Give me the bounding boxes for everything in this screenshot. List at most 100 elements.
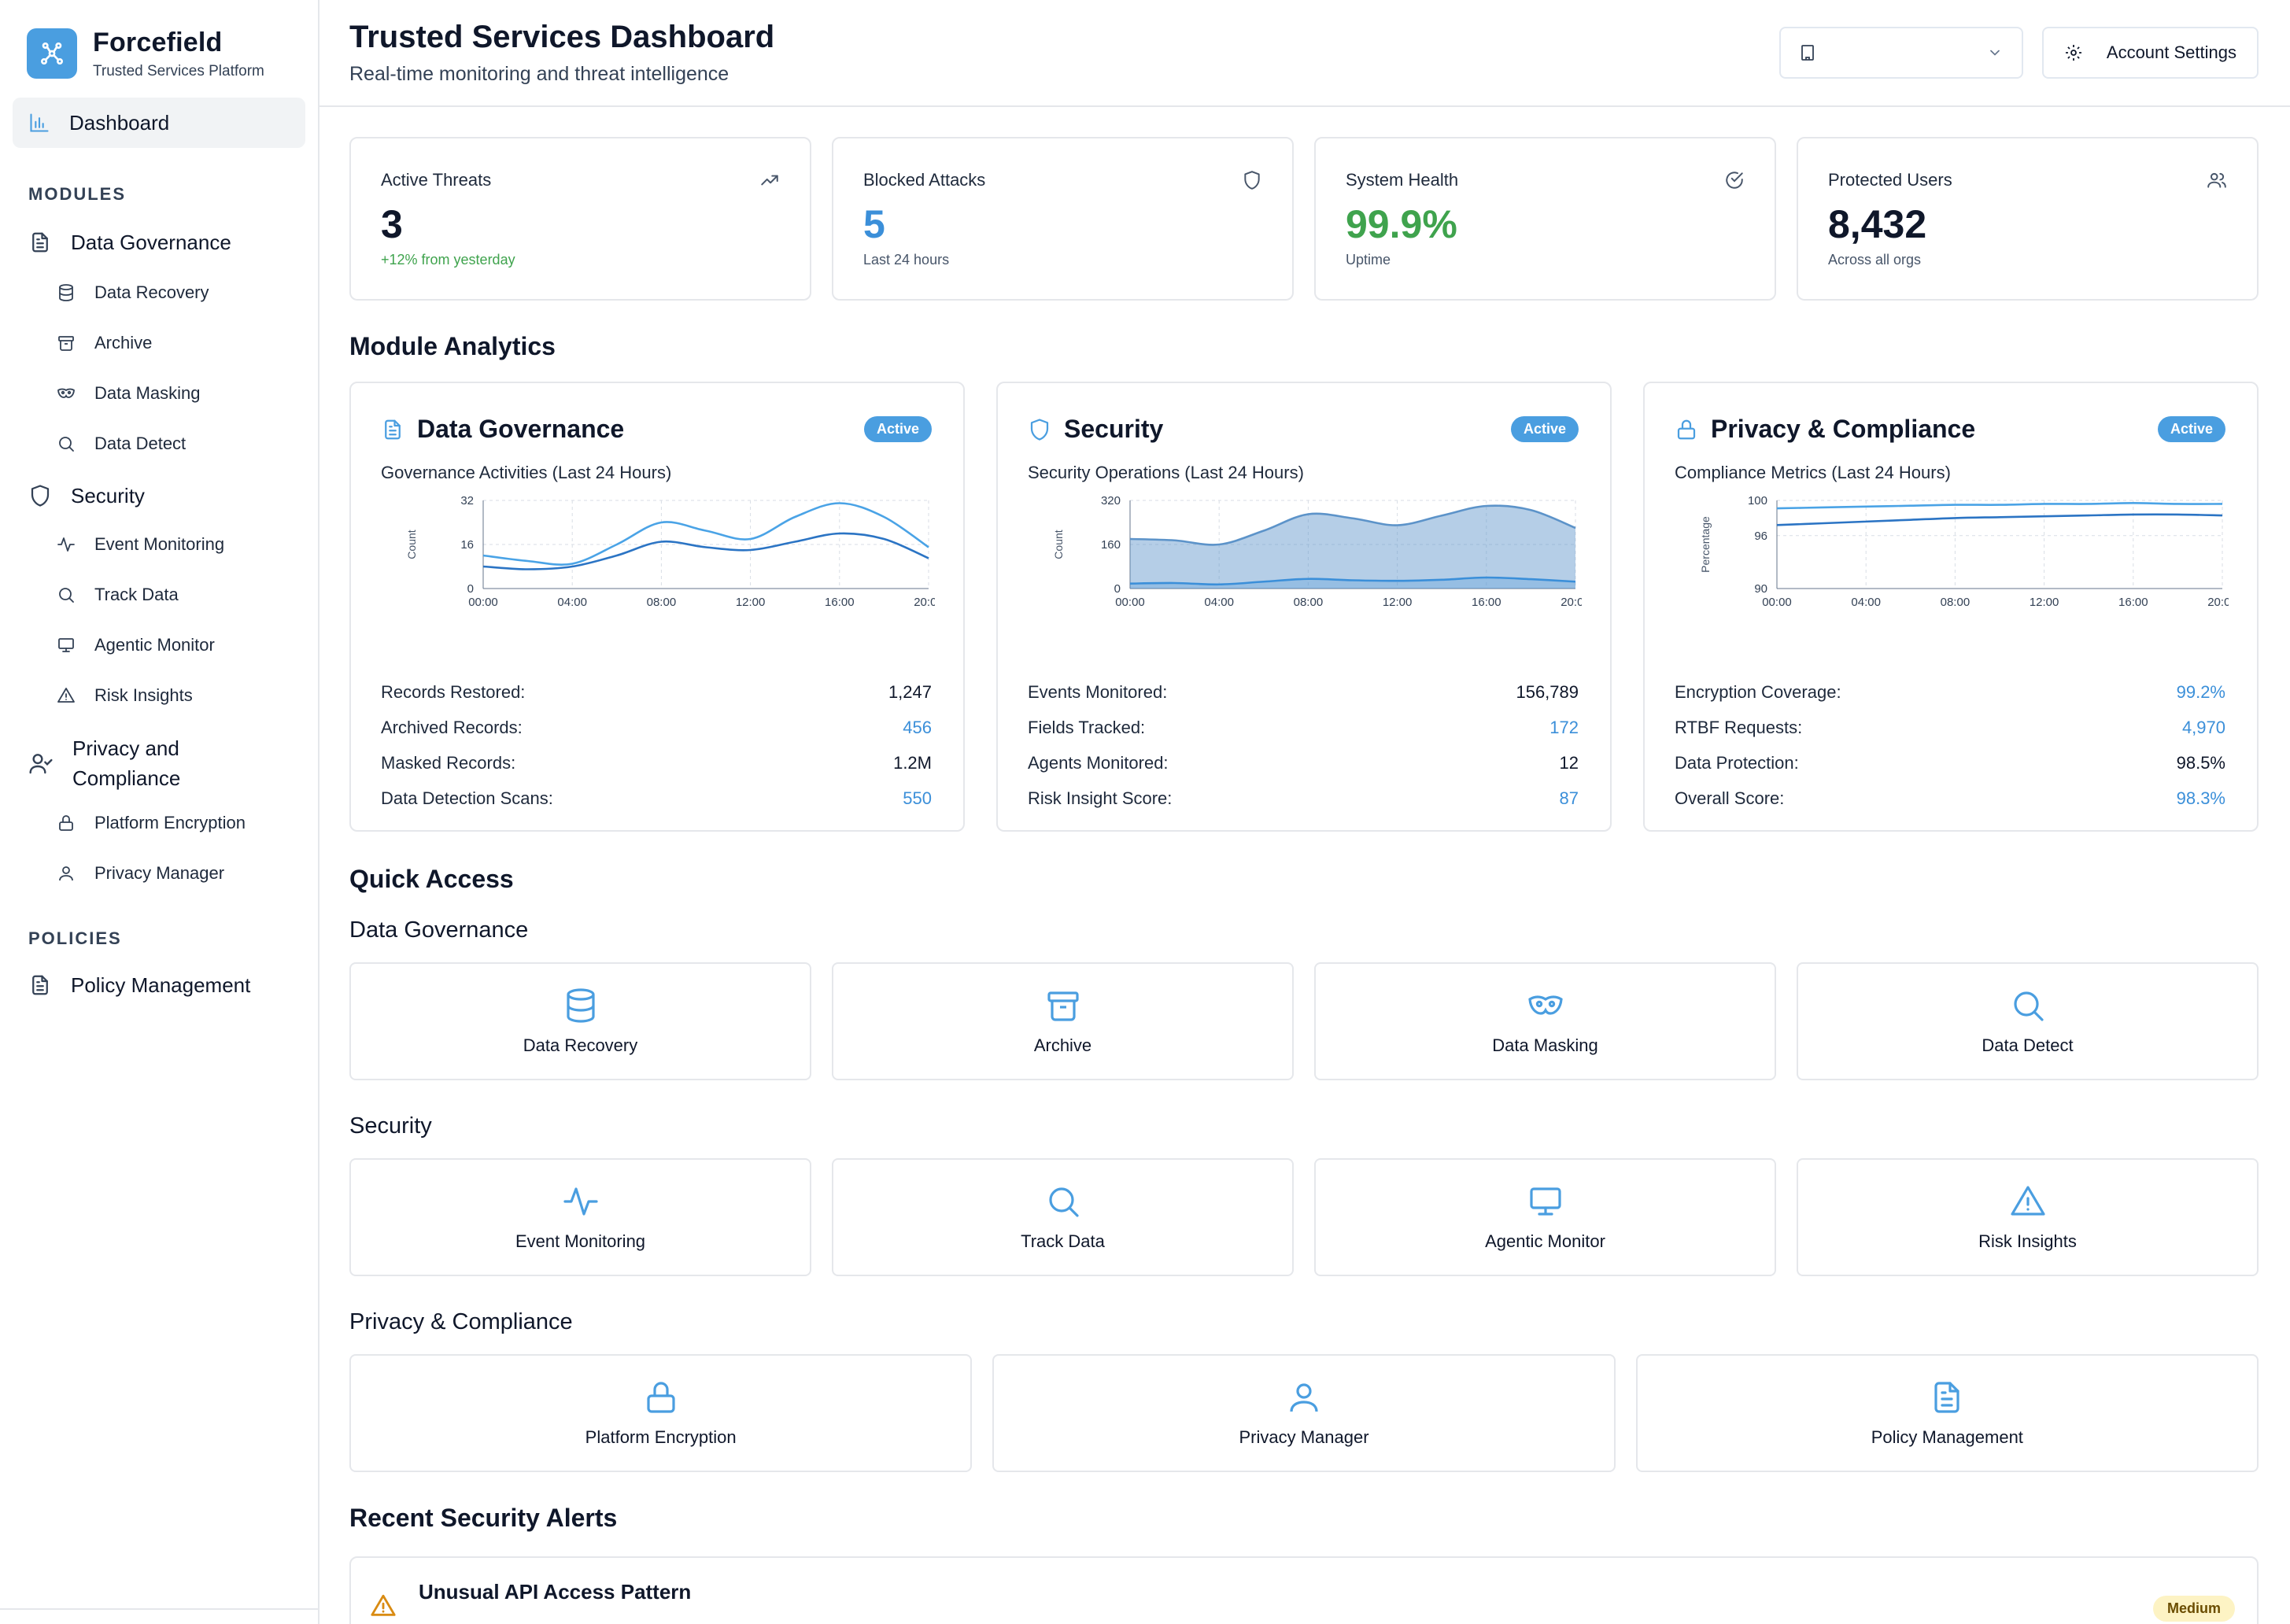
sidebar-group-privacy-compliance[interactable]: Privacy and Compliance bbox=[0, 732, 318, 795]
sidebar-item-label: Agentic Monitor bbox=[94, 635, 215, 655]
alerts-title: Recent Security Alerts bbox=[349, 1504, 618, 1532]
archive-icon bbox=[58, 336, 74, 351]
sidebar-item-event-monitoring[interactable]: Event Monitoring bbox=[0, 519, 318, 570]
account-settings-label: Account Settings bbox=[2106, 42, 2236, 62]
metric-label: Archived Records: bbox=[381, 717, 523, 737]
y-axis-label: Count bbox=[405, 530, 418, 559]
stat-card-system-health: System Health 99.9% Uptime bbox=[1314, 137, 1776, 301]
chart-title: Security Operations (Last 24 Hours) bbox=[1028, 463, 1304, 482]
stat-label: System Health bbox=[1346, 170, 1459, 190]
governance-chart: Count 0 16 32 00:00 04:00 08:00 12:00 16:00 20:00 bbox=[405, 494, 944, 609]
metric-value: 1.2M bbox=[893, 752, 932, 773]
stat-value: 3 bbox=[381, 202, 403, 246]
x-tick-label: 04:00 bbox=[1851, 596, 1881, 609]
stat-note: Across all orgs bbox=[1828, 252, 1922, 268]
quick-access-policy-management[interactable]: Policy Management bbox=[1635, 1354, 2259, 1472]
quick-access-event-monitoring[interactable]: Event Monitoring bbox=[349, 1158, 811, 1276]
metric-row: RTBF Requests: 4,970 bbox=[1675, 710, 2225, 745]
brand-name: Forcefield bbox=[93, 27, 223, 57]
metric-row: Fields Tracked: 172 bbox=[1028, 710, 1579, 745]
metric-label: Overall Score: bbox=[1675, 788, 1785, 808]
sidebar-item-privacy-manager[interactable]: Privacy Manager bbox=[0, 848, 318, 899]
document-icon bbox=[32, 232, 48, 253]
shield-icon bbox=[1244, 171, 1260, 190]
quick-access-data-masking[interactable]: Data Masking bbox=[1314, 962, 1776, 1080]
search-icon bbox=[59, 437, 74, 452]
forcefield-logo-icon bbox=[27, 28, 77, 79]
x-tick-label: 08:00 bbox=[1294, 596, 1324, 609]
sidebar-item-data-detect[interactable]: Data Detect bbox=[0, 419, 318, 469]
sidebar-group-data-governance[interactable]: Data Governance bbox=[0, 223, 318, 261]
sidebar-item-track-data[interactable]: Track Data bbox=[0, 570, 318, 620]
quick-access-track-data[interactable]: Track Data bbox=[832, 1158, 1294, 1276]
metric-value: 156,789 bbox=[1516, 681, 1579, 702]
sidebar-item-dashboard[interactable]: Dashboard bbox=[13, 98, 305, 148]
quick-access-archive[interactable]: Archive bbox=[832, 962, 1294, 1080]
series-line bbox=[1129, 576, 1576, 586]
metric-label: Masked Records: bbox=[381, 752, 516, 773]
database-icon bbox=[566, 988, 595, 1023]
quick-access-grid: Data Recovery Archive Data Masking Data … bbox=[349, 962, 2259, 1080]
metrics-list: Encryption Coverage: 99.2% RTBF Requests:… bbox=[1675, 674, 2225, 816]
x-tick-label: 08:00 bbox=[1941, 596, 1971, 609]
stat-label: Active Threats bbox=[381, 170, 492, 190]
metric-label: Encryption Coverage: bbox=[1675, 681, 1841, 702]
quick-access-data-detect[interactable]: Data Detect bbox=[1797, 962, 2259, 1080]
y-tick-label: 0 bbox=[1114, 582, 1121, 596]
quick-access-label: Data Detect bbox=[1982, 1035, 2074, 1055]
quick-access-privacy-manager[interactable]: Privacy Manager bbox=[992, 1354, 1616, 1472]
y-axis-label: Count bbox=[1052, 530, 1065, 559]
module-title: Security bbox=[1064, 415, 1164, 443]
document-icon bbox=[1934, 1382, 1959, 1413]
lock-icon bbox=[59, 815, 73, 831]
chart-container: Count 0 160 320 00:00 04:00 08:00 12:00 16:00 20:… bbox=[1028, 494, 1590, 628]
quick-access-title: Quick Access bbox=[349, 865, 514, 893]
quick-access-label: Data Recovery bbox=[523, 1035, 638, 1055]
quick-access-label: Track Data bbox=[1021, 1231, 1105, 1251]
metric-label: Events Monitored: bbox=[1028, 681, 1168, 702]
brand-subtitle: Trusted Services Platform bbox=[93, 62, 264, 79]
search-icon bbox=[1048, 1187, 1079, 1217]
y-tick-label: 0 bbox=[467, 582, 474, 596]
building-icon bbox=[1801, 45, 1814, 61]
quick-access-grid: Platform Encryption Privacy Manager Poli… bbox=[349, 1354, 2259, 1472]
metric-row: Risk Insight Score: 87 bbox=[1028, 781, 1579, 816]
account-settings-button[interactable]: Account Settings bbox=[2041, 27, 2259, 79]
sidebar-item-data-recovery[interactable]: Data Recovery bbox=[0, 268, 318, 318]
sidebar: Forcefield Trusted Services Platform Das… bbox=[0, 0, 319, 1624]
metric-label: Data Protection: bbox=[1675, 752, 1799, 773]
mask-icon bbox=[57, 388, 75, 398]
chevron-down-icon bbox=[1990, 50, 2000, 56]
metric-value: 99.2% bbox=[2176, 681, 2225, 702]
stat-note: +12% from yesterday bbox=[381, 252, 515, 268]
quick-access-agentic-monitor[interactable]: Agentic Monitor bbox=[1314, 1158, 1776, 1276]
quick-access-data-recovery[interactable]: Data Recovery bbox=[349, 962, 811, 1080]
quick-access-risk-insights[interactable]: Risk Insights bbox=[1797, 1158, 2259, 1276]
metric-value: 1,247 bbox=[888, 681, 932, 702]
sidebar-item-label: Policy Management bbox=[71, 973, 251, 997]
sidebar-item-risk-insights[interactable]: Risk Insights bbox=[0, 670, 318, 721]
y-tick-label: 100 bbox=[1748, 494, 1767, 507]
sidebar-group-security[interactable]: Security bbox=[0, 474, 318, 518]
quick-access-platform-encryption[interactable]: Platform Encryption bbox=[349, 1354, 973, 1472]
quick-access-label: Data Masking bbox=[1492, 1035, 1598, 1055]
stat-card-blocked-attacks: Blocked Attacks 5 Last 24 hours bbox=[832, 137, 1294, 301]
search-icon bbox=[2013, 991, 2044, 1021]
metric-label: Risk Insight Score: bbox=[1028, 788, 1173, 808]
sidebar-item-archive[interactable]: Archive bbox=[0, 318, 318, 368]
monitor-icon bbox=[58, 638, 74, 652]
metric-row: Archived Records: 456 bbox=[381, 710, 932, 745]
sidebar-group-label: Security bbox=[71, 484, 145, 507]
sidebar-item-platform-encryption[interactable]: Platform Encryption bbox=[0, 798, 318, 848]
sidebar-item-data-masking[interactable]: Data Masking bbox=[0, 368, 318, 419]
x-tick-label: 16:00 bbox=[2118, 596, 2148, 609]
stat-card-active-threats: Active Threats 3 +12% from yesterday bbox=[349, 137, 811, 301]
brand[interactable]: Forcefield Trusted Services Platform bbox=[0, 0, 318, 94]
organization-select[interactable] bbox=[1778, 27, 2023, 79]
sidebar-item-policy-management[interactable]: Policy Management bbox=[0, 966, 318, 1004]
alert-item[interactable]: Unusual API Access Pattern Medium bbox=[349, 1556, 2259, 1624]
sidebar-item-agentic-monitor[interactable]: Agentic Monitor bbox=[0, 620, 318, 670]
sidebar-item-label: Data Detect bbox=[94, 434, 187, 453]
chart-container: Percentage 90 96 100 00:00 04:00 08:00 12:00 16:… bbox=[1675, 494, 2237, 628]
